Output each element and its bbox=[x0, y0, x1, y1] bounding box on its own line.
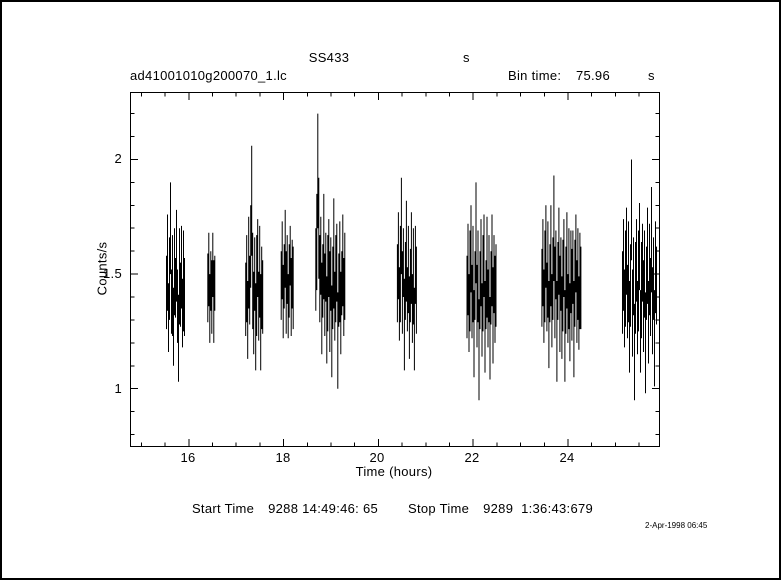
x-axis-label: Time (hours) bbox=[355, 464, 433, 479]
stop-time-label: Stop Time bbox=[407, 501, 470, 516]
time-range-footer: Start Time 9288 14:49:46: 65 Stop Time 9… bbox=[2, 501, 779, 516]
stop-time-value: 9289 1:36:43:679 bbox=[483, 501, 594, 516]
y-tick-label-2: 2 bbox=[114, 151, 122, 166]
error-bars bbox=[166, 113, 657, 401]
bin-time-unit: s bbox=[648, 68, 655, 83]
start-time-label: Start Time bbox=[191, 501, 255, 516]
bin-time-value: 75.96 bbox=[575, 68, 610, 83]
x-tick-label-24: 24 bbox=[559, 450, 575, 465]
plot-timestamp: 2-Apr-1998 06:45 bbox=[645, 521, 708, 530]
y-tick-label-1-5: 1.5 bbox=[103, 266, 122, 281]
y-tick-label-1: 1 bbox=[114, 381, 122, 396]
x-tick-label-16: 16 bbox=[180, 450, 196, 465]
start-time-value: 9288 14:49:46: 65 bbox=[268, 501, 379, 516]
bin-time-label: Bin time: bbox=[508, 68, 562, 83]
title-unit-label: s bbox=[463, 50, 470, 65]
x-tick-label-18: 18 bbox=[275, 450, 291, 465]
filename-label: ad41001010g200070_1.lc bbox=[130, 68, 287, 83]
x-tick-label-20: 20 bbox=[369, 450, 385, 465]
page-title: SS433 bbox=[308, 50, 350, 65]
x-tick-label-22: 22 bbox=[464, 450, 480, 465]
light-curve-plot-area bbox=[130, 92, 660, 447]
light-curve-svg bbox=[131, 93, 659, 446]
